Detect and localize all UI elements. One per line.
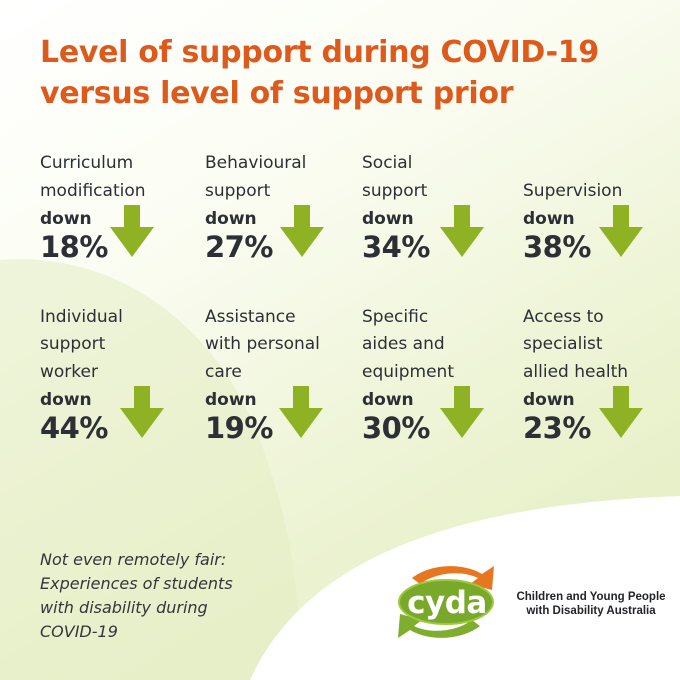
publication-title-line: Experiences of students [40, 574, 233, 593]
stat-assistance-personal-care: Assistance with personal care down 19% [205, 307, 365, 445]
stat-label-line: equipment [362, 361, 454, 382]
down-arrow-icon [440, 205, 484, 257]
stat-curriculum-modification: Curriculum modification down 18% [40, 153, 200, 264]
stat-label: Social support [362, 150, 522, 205]
down-arrow-icon [440, 386, 484, 438]
organisation-name-line: with Disability Australia [526, 605, 656, 617]
stat-label: Behavioural support [205, 150, 365, 205]
page-title: Level of support during COVID-19 versus … [40, 32, 650, 114]
publication-title-line: with disability during [40, 598, 208, 617]
stat-label-line: modification [40, 180, 146, 201]
stat-direction: down [362, 390, 414, 410]
logo-wordmark: cyda [407, 585, 487, 621]
organisation-name-line: Children and Young People [516, 591, 666, 603]
stat-label: Assistance with personal care [205, 304, 365, 387]
stat-access-specialist-allied-health: Access to specialist allied health down … [523, 307, 680, 445]
stat-direction: down [523, 390, 575, 410]
publication-title-line: COVID-19 [40, 622, 118, 641]
publication-title-line: Not even remotely fair: [40, 550, 227, 569]
stat-label-line: care [205, 361, 242, 382]
title-line-1: Level of support during COVID-19 [40, 35, 599, 70]
stat-direction: down [205, 209, 257, 229]
stat-label-line: with personal [205, 334, 320, 354]
stat-value: 18% [40, 230, 108, 264]
stat-label-line: aides and [362, 334, 445, 354]
stat-label-line: support [362, 180, 428, 201]
stat-label: Access to specialist allied health [523, 304, 680, 387]
organisation-name: Children and Young People with Disabilit… [505, 590, 677, 618]
down-arrow-icon [599, 386, 643, 438]
stat-value: 38% [523, 230, 591, 264]
stat-label: Specific aides and equipment [362, 304, 522, 387]
title-line-2: versus level of support prior [40, 76, 514, 111]
cyda-logo-icon [398, 566, 494, 638]
stat-label-line: Assistance [205, 306, 296, 327]
stat-label-line: Individual [40, 306, 123, 327]
stat-label-line: Social [362, 153, 413, 173]
stat-value: 30% [362, 411, 430, 445]
stat-supervision: Supervision down 38% [523, 181, 680, 264]
stat-label: Curriculum modification [40, 150, 200, 205]
stat-value: 44% [40, 411, 108, 445]
stat-direction: down [205, 390, 257, 410]
stat-label-line: support [205, 180, 271, 201]
stat-direction: down [40, 390, 92, 410]
stat-label-line: worker [40, 361, 98, 382]
stat-label: Supervision [523, 178, 680, 206]
stat-label-line: Supervision [523, 180, 623, 201]
down-arrow-icon [279, 386, 323, 438]
down-arrow-icon [280, 205, 324, 257]
down-arrow-icon [120, 386, 164, 438]
stat-value: 19% [205, 411, 273, 445]
stat-label-line: Access to [523, 306, 604, 327]
stat-behavioural-support: Behavioural support down 27% [205, 153, 365, 264]
stat-label-line: allied health [523, 361, 629, 382]
stat-label-line: Curriculum [40, 153, 134, 173]
stat-label-line: Specific [362, 306, 429, 327]
stat-direction: down [362, 209, 414, 229]
publication-title: Not even remotely fair: Experiences of s… [40, 548, 300, 644]
stat-label-line: Behavioural [205, 153, 307, 173]
down-arrow-icon [599, 205, 643, 257]
stat-label: Individual support worker [40, 304, 200, 387]
stat-social-support: Social support down 34% [362, 153, 522, 264]
stat-specific-aides-equipment: Specific aides and equipment down 30% [362, 307, 522, 445]
stat-direction: down [523, 209, 575, 229]
stat-label-line: specialist [523, 334, 603, 354]
stat-label-line: support [40, 334, 106, 354]
stat-individual-support-worker: Individual support worker down 44% [40, 307, 200, 445]
stat-value: 34% [362, 230, 430, 264]
stat-value: 23% [523, 411, 591, 445]
stat-value: 27% [205, 230, 273, 264]
down-arrow-icon [110, 205, 154, 257]
stat-direction: down [40, 209, 92, 229]
